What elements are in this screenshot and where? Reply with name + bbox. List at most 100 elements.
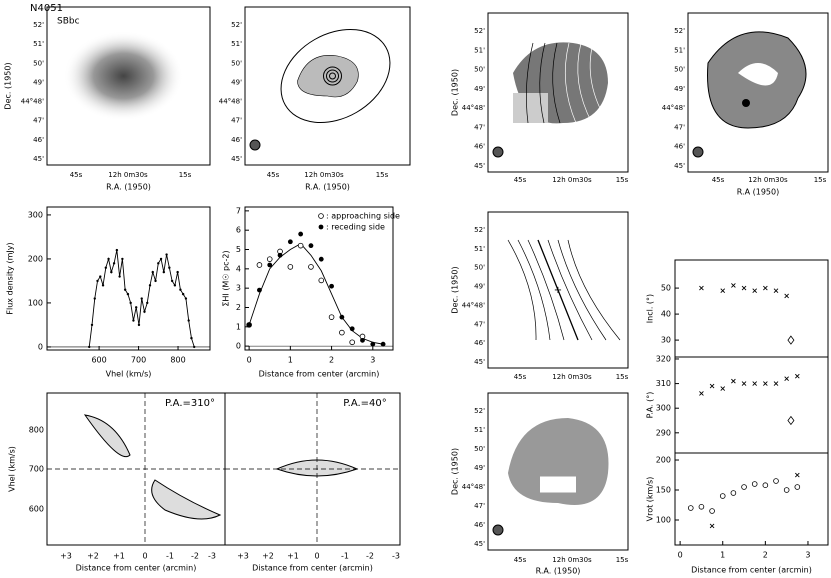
beam (492, 524, 504, 536)
x-tick-label: 1 (288, 356, 293, 365)
flux-point (173, 284, 177, 287)
pv-x-tick-label: +2 (87, 552, 99, 561)
axis-label: Incl. (°) (646, 294, 655, 323)
point (720, 288, 726, 294)
model-contour (517, 239, 551, 341)
dec-tick-label: 51' (474, 426, 485, 434)
dec-tick-label: 49' (474, 85, 485, 93)
ra-tick-label: 12h 0m30s (552, 556, 592, 564)
dec-tick-label: 50' (474, 264, 485, 272)
point (720, 386, 726, 391)
flux-point (181, 292, 185, 296)
point (730, 490, 737, 496)
plot-frame (674, 452, 829, 546)
dec-tick-label: 51' (33, 40, 44, 48)
ra-tick-label: 15s (376, 171, 389, 179)
flux-point (187, 319, 190, 322)
x-tick-label: 0 (247, 356, 252, 365)
dec-tick-label: 45' (674, 162, 685, 170)
flux-point (115, 248, 119, 252)
point (773, 288, 779, 294)
dec-tick-label: 52' (33, 21, 44, 29)
iso-velocity (577, 42, 593, 124)
map-frame (46, 6, 211, 166)
dec-tick-label: 45' (474, 540, 485, 548)
ra-tick-label: 15s (616, 373, 629, 381)
flux-point (90, 323, 94, 327)
point (329, 283, 334, 289)
y-tick-label: 5 (236, 245, 241, 254)
dec-tick-label: 44°48' (219, 98, 242, 106)
dec-tick-label: 47' (474, 502, 485, 510)
flux-point (96, 279, 99, 283)
y-tick-label: 6 (236, 226, 241, 235)
model-contour (537, 239, 579, 341)
y-tick-label: 150 (656, 486, 671, 495)
galaxy-type: SBbc (57, 17, 80, 27)
point (349, 339, 355, 346)
y-tick-label: 2 (236, 303, 241, 312)
ra-tick-label: 12h 0m30s (748, 176, 788, 184)
dec-tick-label: 50' (33, 59, 44, 67)
y-tick-label: 50 (661, 284, 671, 293)
dec-tick-label: 47' (33, 117, 44, 125)
pv-x-tick-label: +1 (113, 552, 125, 561)
y-tick-label: 300 (656, 404, 671, 413)
dec-tick-label: 45' (33, 155, 44, 163)
dec-tick-label: 46' (231, 136, 242, 144)
x-tick-label: 0 (678, 551, 683, 560)
point (783, 487, 790, 493)
point (784, 376, 789, 381)
dec-tick-label: 50' (231, 59, 242, 67)
ra-tick-label: 15s (179, 171, 192, 179)
flux-point (176, 270, 179, 274)
flux-point (179, 288, 182, 291)
point (267, 262, 273, 268)
x-tick-label: 800 (170, 356, 185, 365)
dec-tick-label: 51' (474, 46, 485, 54)
point (287, 264, 294, 270)
model-contour (507, 239, 537, 341)
pv-x-tick-label: +1 (287, 552, 299, 561)
y-tick-label: 1 (236, 322, 241, 331)
pv-x-tick-label: 0 (314, 552, 319, 561)
axis-label: Vhel (km/s) (8, 446, 17, 492)
flux-point (137, 323, 141, 327)
point (709, 508, 715, 514)
ra-tick-label: 15s (616, 176, 629, 184)
flux-point (88, 345, 91, 349)
y-tick-label: 30 (661, 336, 671, 345)
axis-label: Dec. (1950) (451, 69, 460, 116)
point (751, 481, 758, 487)
point (709, 383, 715, 389)
axis-label: Dec. (1950) (4, 62, 13, 109)
axis-label: R.A. (1950) (106, 183, 151, 192)
y-tick-label: 40 (661, 310, 671, 319)
dec-tick-label: 50' (674, 66, 685, 74)
flux-point (134, 306, 138, 309)
flux-point (132, 319, 135, 322)
dec-tick-label: 44°48' (462, 104, 485, 112)
pv-x-tick-label: 0 (142, 552, 147, 561)
dec-tick-label: 44°48' (462, 483, 485, 491)
flux-point (121, 257, 124, 261)
point (762, 482, 769, 489)
hi-ellipse (280, 28, 391, 124)
flux-point (126, 292, 130, 296)
legend-label: : approaching side (326, 212, 400, 221)
axis-label: R.A. (1950) (305, 183, 350, 192)
y-tick-label: 7 (236, 206, 241, 215)
dec-tick-label: 50' (474, 66, 485, 74)
point (741, 484, 747, 490)
axis-label: Dec. (1950) (451, 266, 460, 313)
pv-label: P.A.=310° (165, 398, 215, 409)
dec-tick-label: 52' (474, 226, 485, 234)
y-tick-label: 310 (656, 379, 671, 388)
flux-point (99, 275, 102, 278)
point (763, 285, 768, 291)
velocity-field (513, 93, 548, 123)
pv-x-tick-label: +3 (237, 552, 249, 561)
iso-velocity (526, 42, 534, 124)
flux-point (190, 336, 193, 340)
dec-tick-label: 49' (474, 283, 485, 291)
